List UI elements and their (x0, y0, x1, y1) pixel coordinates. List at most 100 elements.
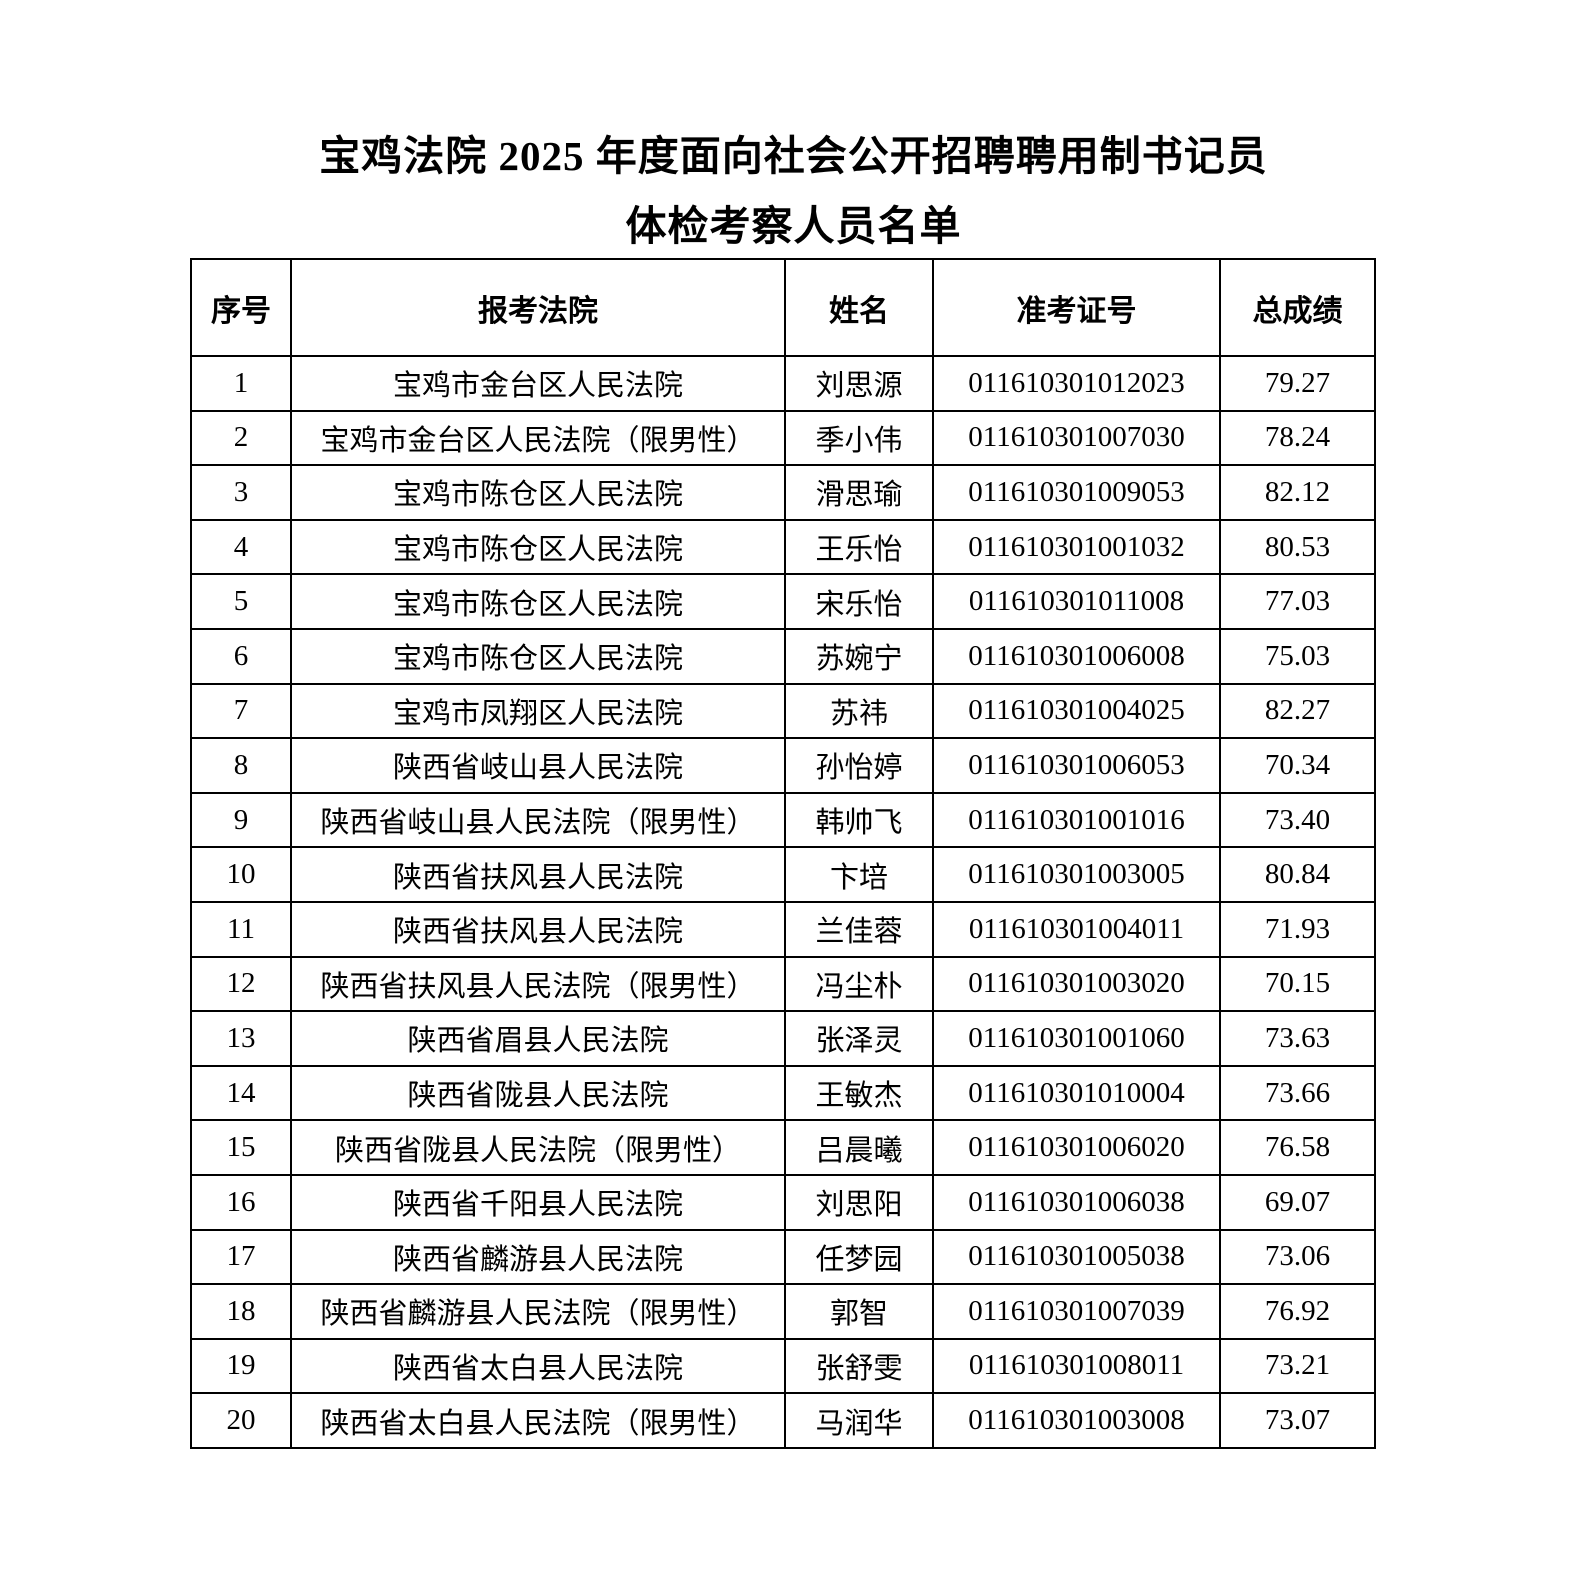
cell-name: 郭智 (784, 1283, 934, 1340)
roster-table: 序号 报考法院 姓名 准考证号 总成绩 1 宝鸡市金台区人民法院 刘思源 011610… (190, 258, 1376, 1449)
cell-name: 张泽灵 (784, 1010, 934, 1067)
cell-court: 陕西省陇县人民法院 (290, 1064, 786, 1122)
header-ticket-number: 准考证号 (932, 258, 1221, 357)
cell-score: 80.84 (1219, 846, 1376, 903)
cell-court: 陕西省千阳县人民法院 (290, 1173, 786, 1231)
cell-name: 冯尘朴 (784, 955, 934, 1013)
cell-court: 陕西省陇县人民法院（限男性） (290, 1119, 786, 1176)
table-row: 14 陕西省陇县人民法院 王敏杰 011610301010004 73.66 (190, 1064, 1376, 1122)
cell-score: 73.07 (1219, 1392, 1376, 1449)
cell-name: 兰佳蓉 (784, 900, 934, 958)
document-title: 宝鸡法院 2025 年度面向社会公开招聘聘用制书记员 体检考察人员名单 (0, 121, 1587, 261)
cell-index: 13 (190, 1010, 292, 1067)
cell-court: 陕西省岐山县人民法院（限男性） (290, 791, 786, 849)
header-index: 序号 (190, 258, 292, 357)
cell-name: 王乐怡 (784, 518, 934, 576)
cell-court: 陕西省麟游县人民法院 (290, 1228, 786, 1286)
cell-court: 宝鸡市金台区人民法院（限男性） (290, 409, 786, 467)
table-row: 1 宝鸡市金台区人民法院 刘思源 011610301012023 79.27 (190, 355, 1376, 412)
table-row: 5 宝鸡市陈仓区人民法院 宋乐怡 011610301011008 77.03 (190, 573, 1376, 630)
cell-ticket-number: 011610301004025 (932, 682, 1221, 740)
cell-court: 陕西省扶风县人民法院（限男性） (290, 955, 786, 1013)
cell-name: 苏祎 (784, 682, 934, 740)
header-name: 姓名 (784, 258, 934, 357)
cell-name: 季小伟 (784, 409, 934, 467)
table-row: 3 宝鸡市陈仓区人民法院 滑思瑜 011610301009053 82.12 (190, 464, 1376, 521)
cell-ticket-number: 011610301001060 (932, 1010, 1221, 1067)
table-row: 9 陕西省岐山县人民法院（限男性） 韩帅飞 011610301001016 73.40 (190, 791, 1376, 849)
cell-index: 5 (190, 573, 292, 630)
cell-name: 刘思阳 (784, 1173, 934, 1231)
cell-index: 19 (190, 1337, 292, 1395)
cell-name: 张舒雯 (784, 1337, 934, 1395)
cell-ticket-number: 011610301009053 (932, 464, 1221, 521)
cell-index: 8 (190, 737, 292, 794)
cell-index: 4 (190, 518, 292, 576)
table-row: 19 陕西省太白县人民法院 张舒雯 011610301008011 73.21 (190, 1337, 1376, 1395)
cell-name: 孙怡婷 (784, 737, 934, 794)
cell-court: 陕西省扶风县人民法院 (290, 846, 786, 903)
header-court: 报考法院 (290, 258, 786, 357)
cell-ticket-number: 011610301006008 (932, 627, 1221, 685)
header-score: 总成绩 (1219, 258, 1376, 357)
cell-court: 陕西省太白县人民法院 (290, 1337, 786, 1395)
cell-score: 73.66 (1219, 1064, 1376, 1122)
table-row: 4 宝鸡市陈仓区人民法院 王乐怡 011610301001032 80.53 (190, 518, 1376, 576)
cell-ticket-number: 011610301001016 (932, 791, 1221, 849)
cell-name: 刘思源 (784, 355, 934, 412)
cell-name: 滑思瑜 (784, 464, 934, 521)
table-row: 18 陕西省麟游县人民法院（限男性） 郭智 011610301007039 76.92 (190, 1283, 1376, 1340)
table-row: 10 陕西省扶风县人民法院 卞培 011610301003005 80.84 (190, 846, 1376, 903)
title-line-2: 体检考察人员名单 (625, 203, 962, 249)
cell-name: 韩帅飞 (784, 791, 934, 849)
cell-court: 宝鸡市陈仓区人民法院 (290, 573, 786, 630)
cell-court: 陕西省麟游县人民法院（限男性） (290, 1283, 786, 1340)
cell-ticket-number: 011610301003005 (932, 846, 1221, 903)
cell-ticket-number: 011610301012023 (932, 355, 1221, 412)
cell-score: 70.34 (1219, 737, 1376, 794)
cell-index: 14 (190, 1064, 292, 1122)
cell-name: 苏婉宁 (784, 627, 934, 685)
cell-index: 16 (190, 1173, 292, 1231)
cell-court: 陕西省岐山县人民法院 (290, 737, 786, 794)
cell-score: 75.03 (1219, 627, 1376, 685)
cell-index: 11 (190, 900, 292, 958)
title-line-1: 宝鸡法院 2025 年度面向社会公开招聘聘用制书记员 (319, 133, 1268, 179)
cell-index: 7 (190, 682, 292, 740)
cell-ticket-number: 011610301008011 (932, 1337, 1221, 1395)
header-row: 序号 报考法院 姓名 准考证号 总成绩 (190, 258, 1376, 357)
cell-index: 17 (190, 1228, 292, 1286)
cell-score: 80.53 (1219, 518, 1376, 576)
cell-index: 15 (190, 1119, 292, 1176)
cell-ticket-number: 011610301011008 (932, 573, 1221, 630)
cell-ticket-number: 011610301006038 (932, 1173, 1221, 1231)
cell-court: 宝鸡市凤翔区人民法院 (290, 682, 786, 740)
cell-name: 马润华 (784, 1392, 934, 1449)
cell-score: 73.21 (1219, 1337, 1376, 1395)
cell-score: 76.58 (1219, 1119, 1376, 1176)
cell-name: 任梦园 (784, 1228, 934, 1286)
roster-table-body: 1 宝鸡市金台区人民法院 刘思源 011610301012023 79.27 2 宝鸡市金台… (190, 355, 1376, 1449)
cell-score: 82.12 (1219, 464, 1376, 521)
cell-index: 10 (190, 846, 292, 903)
cell-court: 陕西省扶风县人民法院 (290, 900, 786, 958)
table-row: 11 陕西省扶风县人民法院 兰佳蓉 011610301004011 71.93 (190, 900, 1376, 958)
table-row: 2 宝鸡市金台区人民法院（限男性） 季小伟 011610301007030 78.24 (190, 409, 1376, 467)
cell-score: 76.92 (1219, 1283, 1376, 1340)
cell-score: 71.93 (1219, 900, 1376, 958)
table-row: 20 陕西省太白县人民法院（限男性） 马润华 011610301003008 73.07 (190, 1392, 1376, 1449)
cell-ticket-number: 011610301001032 (932, 518, 1221, 576)
cell-name: 卞培 (784, 846, 934, 903)
cell-score: 82.27 (1219, 682, 1376, 740)
cell-court: 宝鸡市金台区人民法院 (290, 355, 786, 412)
cell-score: 73.06 (1219, 1228, 1376, 1286)
cell-index: 6 (190, 627, 292, 685)
table-row: 12 陕西省扶风县人民法院（限男性） 冯尘朴 011610301003020 70.15 (190, 955, 1376, 1013)
cell-index: 18 (190, 1283, 292, 1340)
cell-name: 王敏杰 (784, 1064, 934, 1122)
cell-ticket-number: 011610301007039 (932, 1283, 1221, 1340)
cell-ticket-number: 011610301006020 (932, 1119, 1221, 1176)
cell-ticket-number: 011610301003020 (932, 955, 1221, 1013)
cell-court: 陕西省太白县人民法院（限男性） (290, 1392, 786, 1449)
